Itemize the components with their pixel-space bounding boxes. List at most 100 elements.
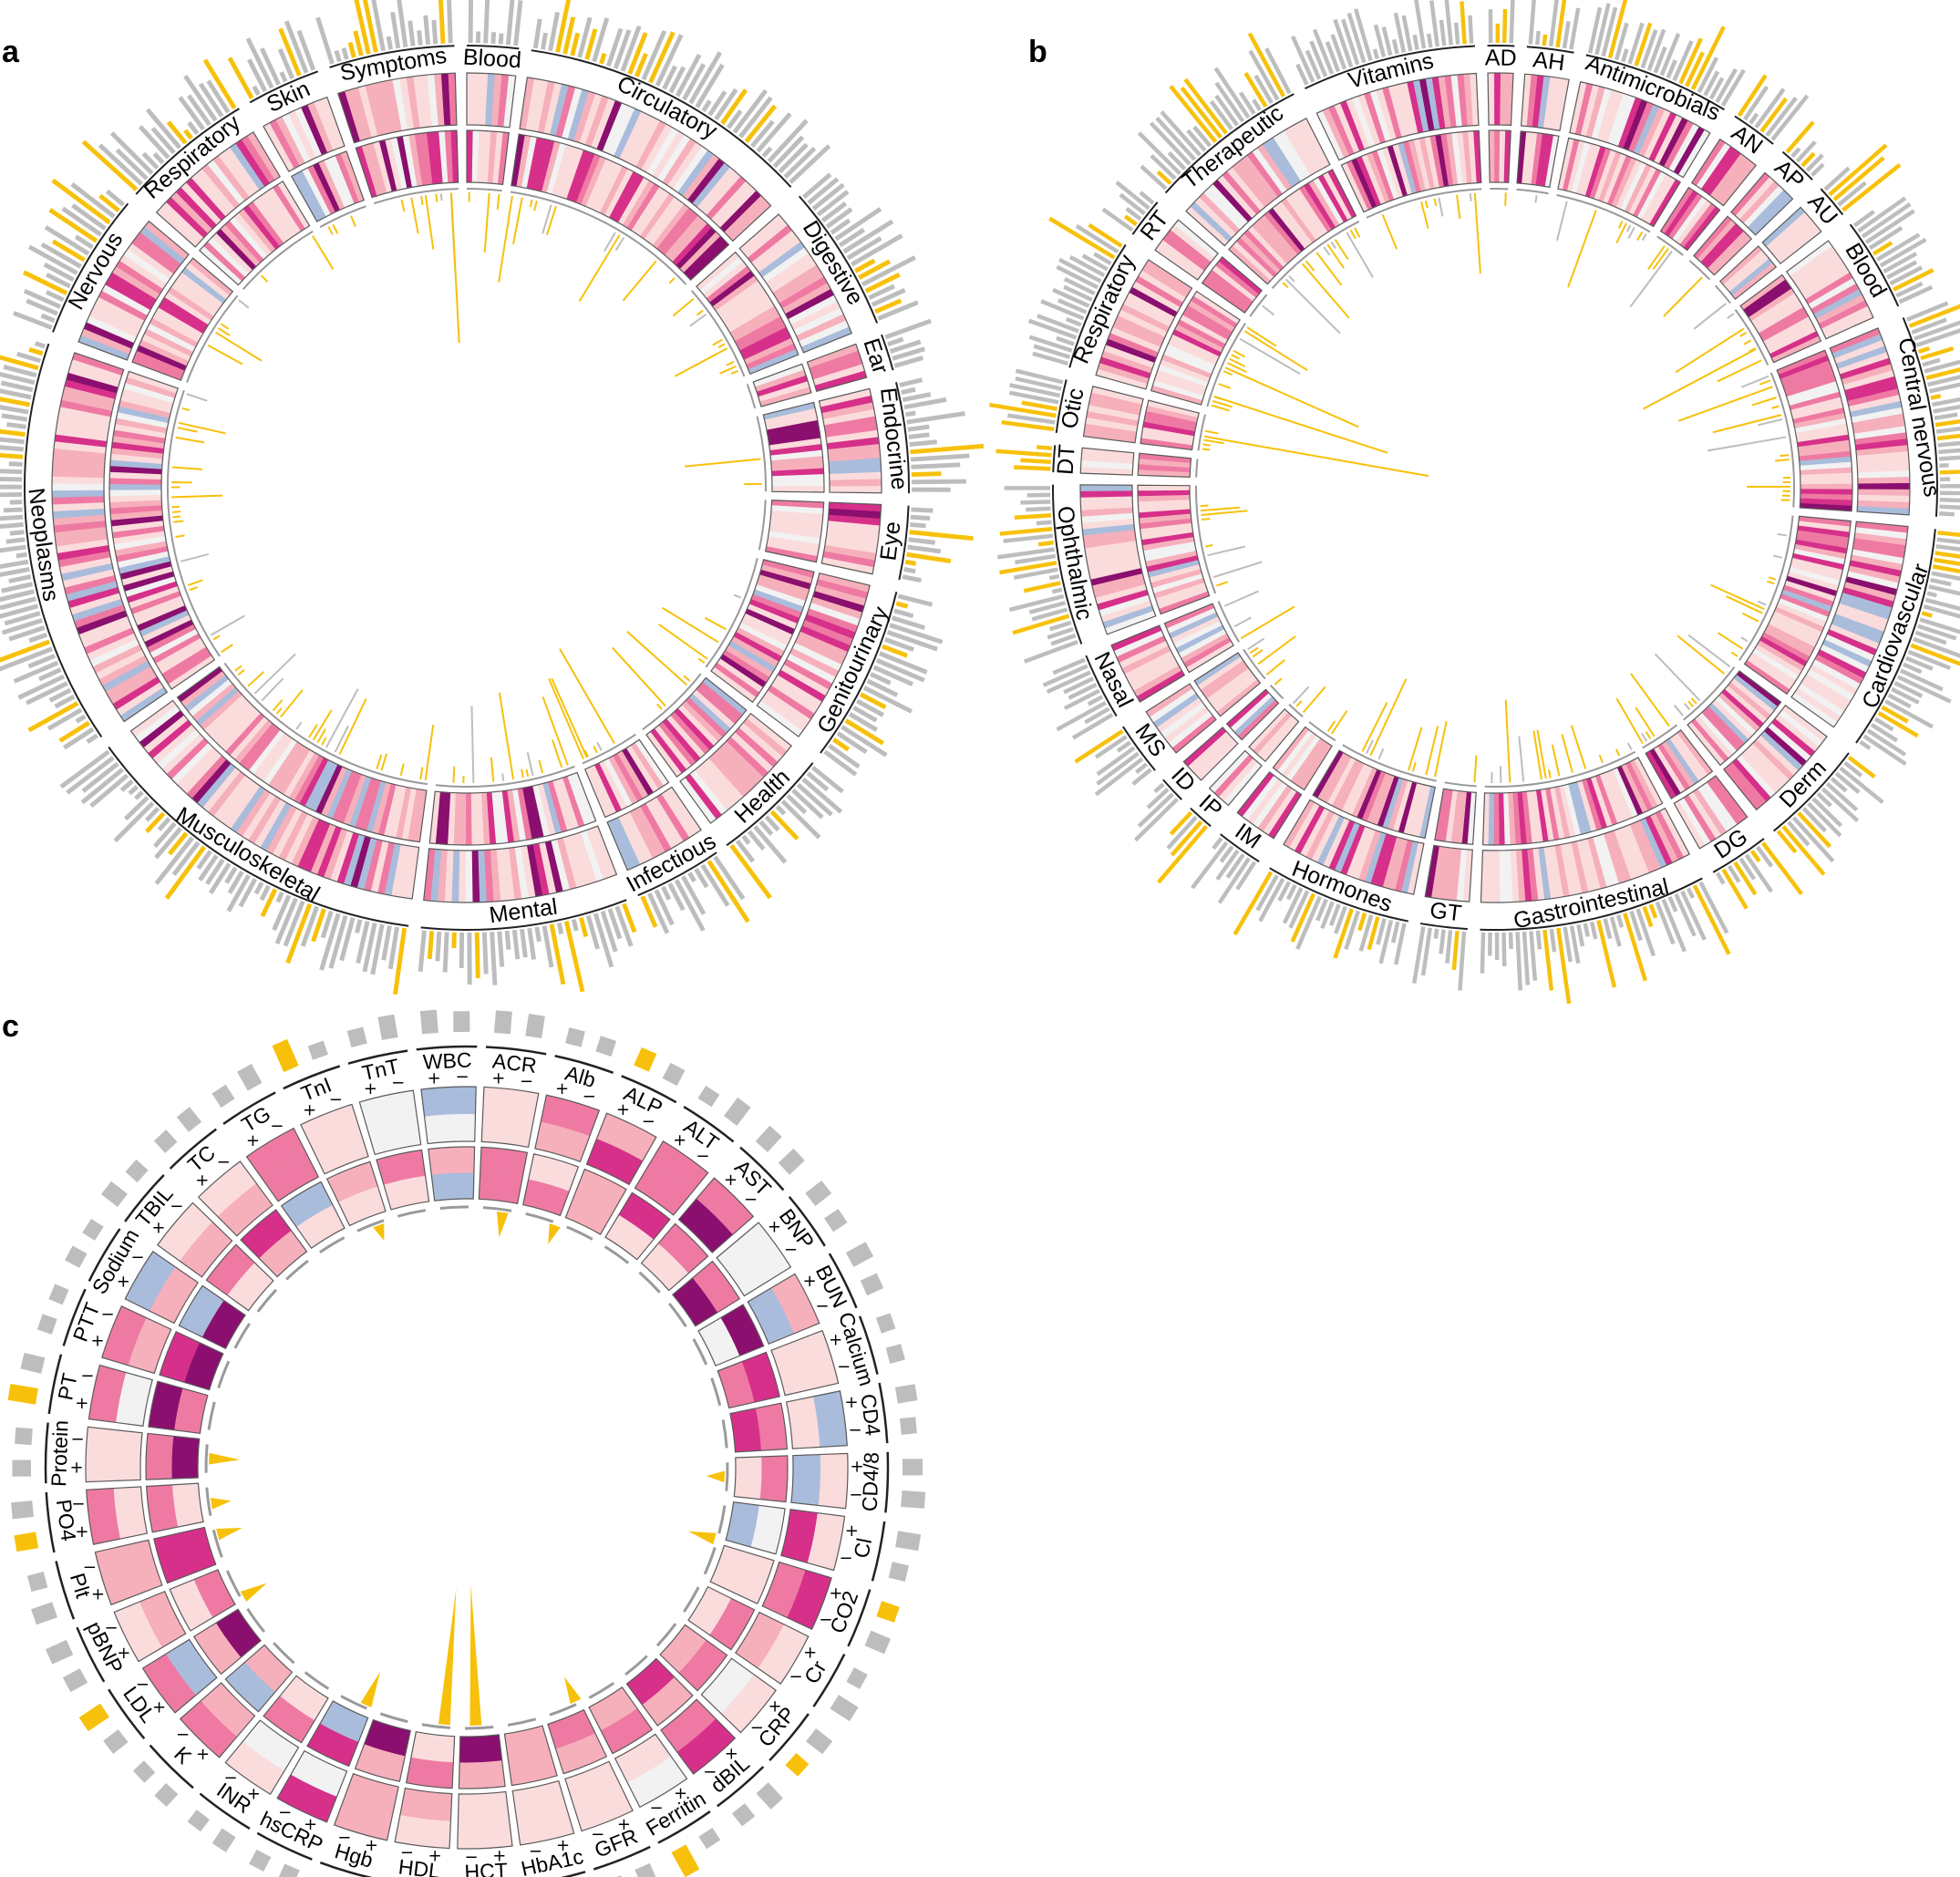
heat-cell-b-10-1-0	[1676, 729, 1713, 775]
inner-spike-b-9-0	[1687, 634, 1731, 668]
heat-cell-b-22-1-9	[1167, 338, 1218, 366]
heat-cell-b-22-0-14	[1129, 286, 1178, 317]
heat-cell-a-10-0-43	[148, 719, 192, 759]
heat-cell-a-11-0-40	[53, 448, 106, 460]
heat-cell-b-24-0-5	[1208, 183, 1249, 226]
heat-cell-b-25-1-19	[1440, 133, 1454, 186]
outer-bar-a-15-2	[341, 47, 349, 60]
outer-baseline-b-1	[1526, 46, 1574, 54]
heat-cell-a-6-0-23	[757, 700, 803, 737]
heat-cell-b-8-0-0	[1855, 521, 1909, 533]
lab-sign-inr-1: −	[224, 1769, 238, 1788]
outer-bar-a-3-1	[887, 336, 904, 347]
outer-bar-b-6-0	[1852, 210, 1875, 228]
heat-cell-b-8-0-3	[1853, 538, 1906, 552]
heat-cell-b-17-0-3	[1160, 701, 1206, 738]
inner-spike-a-9-9	[525, 768, 530, 778]
heat-cell-a-1-0-33	[701, 171, 741, 216]
heat-cell-b-6-1-4	[1750, 293, 1799, 326]
lab-cell-bnp-1-1	[692, 1261, 740, 1313]
lab-sign-tni-0: +	[303, 1100, 316, 1119]
outer-bar-b-8-5	[1932, 564, 1960, 573]
heat-cell-a-9-0-1	[585, 828, 611, 880]
inner-spike-a-10-25	[308, 724, 318, 738]
ring-outline-a-5-0	[820, 501, 882, 575]
heat-cell-b-7-0-5	[1840, 357, 1892, 380]
inner-spike-b-8-22	[1726, 595, 1763, 614]
lab-outer-marker-ast-1	[778, 1148, 805, 1175]
heat-cell-a-13-0-2	[166, 196, 209, 238]
heat-cell-b-21-0-0	[1083, 429, 1136, 443]
ring-outline-b-22-0	[1095, 259, 1193, 390]
heat-cell-a-5-1-1	[771, 505, 824, 515]
outer-bar-b-25-14	[1391, 38, 1399, 55]
heat-cell-a-13-1-17	[277, 180, 310, 229]
inner-spike-b-23-3	[1262, 304, 1275, 316]
heat-cell-b-24-1-7	[1255, 218, 1295, 262]
lab-cell-cr-0-1	[758, 1624, 810, 1685]
heat-cell-a-1-0-27	[672, 146, 708, 193]
heat-cell-b-8-1-2	[1797, 525, 1850, 538]
heat-cell-b-24-0-14	[1252, 147, 1288, 194]
outer-bar-b-22-0	[1032, 351, 1068, 366]
heat-cell-b-2-0-12	[1633, 104, 1660, 155]
heat-cell-b-19-1-10	[1144, 545, 1197, 562]
outer-bar-b-7-22	[1939, 463, 1949, 469]
lab-outer-marker-cl-1	[888, 1562, 910, 1583]
lab-outer-marker-tg-1	[237, 1063, 263, 1091]
heat-cell-a-1-0-7	[562, 87, 583, 139]
outer-baseline-a-10	[108, 746, 409, 927]
heat-cell-b-8-1-3	[1796, 530, 1850, 543]
heat-cell-a-11-0-26	[56, 539, 109, 554]
heat-cell-a-6-0-13	[789, 647, 840, 678]
heat-cell-a-10-0-41	[157, 728, 201, 769]
outer-bar-b-13-10	[1328, 903, 1341, 926]
heat-cell-b-9-0-11	[1740, 750, 1780, 794]
outer-bar-b-8-28	[1877, 711, 1919, 738]
heat-cell-b-24-1-10	[1268, 208, 1305, 253]
outer-bar-a-11-7	[48, 687, 72, 703]
heat-cell-a-10-0-40	[161, 733, 205, 775]
heat-cell-b-24-0-17	[1267, 137, 1302, 185]
lab-cell-tni-0-0	[312, 1129, 369, 1174]
outer-bar-a-12-17	[70, 182, 116, 219]
outer-bar-b-3-4	[1759, 97, 1788, 133]
outer-bar-b-7-5	[1917, 346, 1930, 355]
lab-cell-pbnp-0-0	[139, 1591, 186, 1648]
inner-spike-a-6-22	[658, 624, 708, 660]
lab-cell-ptt-1-1	[159, 1331, 201, 1383]
outer-bar-a-9-25	[435, 931, 442, 962]
heat-cell-a-15-0-7	[385, 79, 403, 132]
lab-outer-baseline-wbc	[416, 1045, 478, 1051]
inner-baseline-a-11	[167, 389, 221, 657]
lab-outline-plt-1	[153, 1526, 217, 1584]
outer-bar-b-24-13	[1209, 100, 1233, 131]
inner-spike-a-12-13	[220, 323, 230, 330]
outer-bar-b-11-18	[1583, 923, 1590, 937]
heat-cell-a-7-0-5	[726, 737, 769, 779]
heat-cell-b-22-0-4	[1103, 344, 1155, 368]
outer-bar-b-7-17	[1935, 426, 1960, 434]
lab-sign-protein-1: −	[71, 1430, 85, 1449]
ring-outline-b-9-0	[1722, 704, 1828, 811]
outer-bar-a-10-29	[164, 845, 207, 900]
outer-bar-a-4-3	[903, 397, 947, 410]
inner-spike-a-11-29	[172, 515, 181, 519]
outer-bar-b-2-20	[1715, 67, 1738, 104]
outer-bar-b-23-0	[1101, 207, 1134, 232]
heat-cell-b-19-1-21	[1138, 494, 1191, 502]
heat-cell-b-1-1-3	[1531, 132, 1543, 186]
heat-cell-b-13-0-8	[1357, 830, 1381, 882]
outer-bar-a-11-12	[27, 654, 57, 669]
heat-cell-a-3-1-2	[757, 375, 809, 397]
heat-cell-b-8-0-5	[1852, 549, 1904, 565]
heat-cell-a-1-0-31	[692, 162, 731, 208]
outer-bar-a-7-2	[801, 777, 843, 814]
outer-bar-b-23-5	[1139, 191, 1155, 205]
lab-sign-plt-0: +	[91, 1584, 105, 1604]
lab-outer-marker-inr-0	[211, 1828, 236, 1852]
heat-cell-a-2-0-18	[799, 320, 850, 347]
outer-bar-b-11-16	[1596, 920, 1617, 988]
heat-cell-a-1-0-38	[724, 195, 767, 237]
outer-bar-a-5-2	[910, 521, 926, 529]
